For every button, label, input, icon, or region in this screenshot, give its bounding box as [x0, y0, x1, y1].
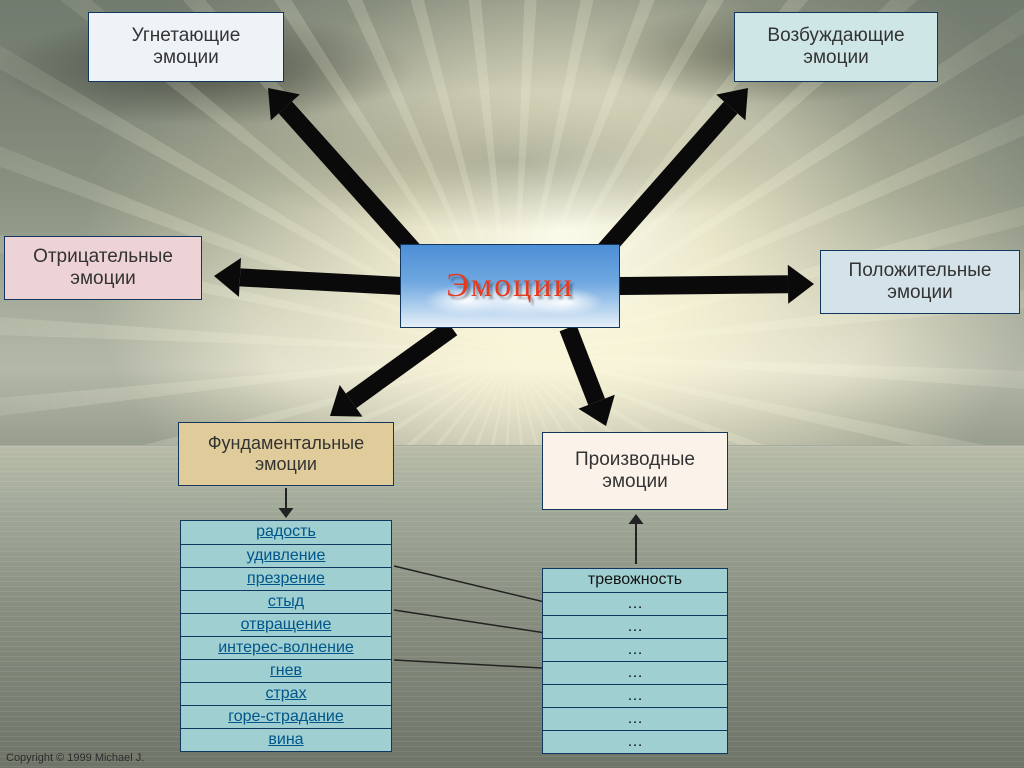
branch-box-depressing: Угнетающиеэмоции: [88, 12, 284, 82]
derived-list: тревожность…………………: [542, 568, 728, 754]
branch-label-line1: Отрицательные: [33, 246, 173, 268]
list-item[interactable]: презрение: [181, 567, 391, 590]
list-item: …: [543, 661, 727, 684]
list-item[interactable]: горе-страдание: [181, 705, 391, 728]
diagram-stage: Эмоции УгнетающиеэмоцииВозбуждающиеэмоци…: [0, 0, 1024, 768]
center-node: Эмоции: [400, 244, 620, 328]
branch-label-line1: Фундаментальные: [208, 433, 364, 454]
list-item: тревожность: [543, 569, 727, 592]
branch-box-fundamental: Фундаментальныеэмоции: [178, 422, 394, 486]
list-item: …: [543, 707, 727, 730]
center-label: Эмоции: [401, 245, 619, 327]
list-item: …: [543, 730, 727, 753]
list-item: …: [543, 638, 727, 661]
background: [0, 0, 1024, 768]
branch-label-line1: Возбуждающие: [767, 25, 904, 47]
branch-label-line2: эмоции: [767, 47, 904, 69]
branch-label-line2: эмоции: [33, 268, 173, 290]
branch-label-line1: Угнетающие: [132, 25, 241, 47]
list-item: …: [543, 615, 727, 638]
list-item[interactable]: стыд: [181, 590, 391, 613]
bg-water: [0, 445, 1024, 768]
copyright-text: Copyright © 1999 Michael J.: [6, 752, 144, 764]
branch-label-line2: эмоции: [208, 454, 364, 475]
list-item[interactable]: вина: [181, 728, 391, 751]
branch-label-line2: эмоции: [849, 282, 992, 304]
branch-box-negative: Отрицательныеэмоции: [4, 236, 202, 300]
branch-box-positive: Положительныеэмоции: [820, 250, 1020, 314]
list-item[interactable]: удивление: [181, 544, 391, 567]
branch-box-derived: Производныеэмоции: [542, 432, 728, 510]
list-item[interactable]: интерес-волнение: [181, 636, 391, 659]
branch-label-line2: эмоции: [132, 47, 241, 69]
branch-label-line1: Положительные: [849, 260, 992, 282]
list-item[interactable]: гнев: [181, 659, 391, 682]
list-item[interactable]: отвращение: [181, 613, 391, 636]
list-item[interactable]: страх: [181, 682, 391, 705]
list-item[interactable]: радость: [181, 521, 391, 544]
branch-label-line1: Производные: [575, 449, 695, 471]
list-item: …: [543, 684, 727, 707]
branch-label-line2: эмоции: [575, 471, 695, 493]
list-item: …: [543, 592, 727, 615]
branch-box-exciting: Возбуждающиеэмоции: [734, 12, 938, 82]
fundamental-list: радостьудивлениепрезрениестыдотвращениеи…: [180, 520, 392, 752]
